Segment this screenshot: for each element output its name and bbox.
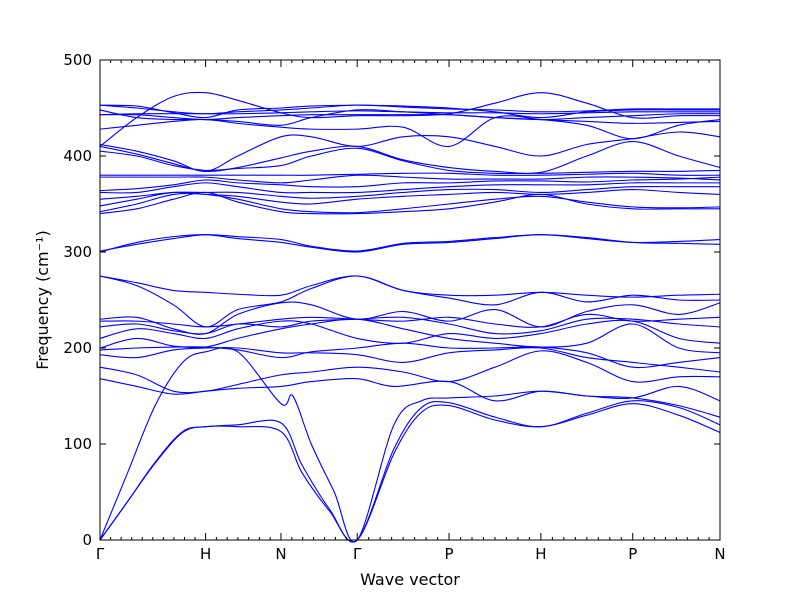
- band-line-23: [99, 174, 721, 184]
- band-line-9: [99, 319, 721, 344]
- band-line-1: [99, 403, 721, 543]
- band-line-8: [99, 318, 721, 354]
- band-line-27: [99, 131, 721, 172]
- band-line-17: [99, 191, 720, 215]
- band-line-3: [99, 347, 721, 543]
- band-line-6: [99, 347, 721, 373]
- band-line-21: [99, 182, 720, 194]
- x-tick-label: N: [714, 545, 725, 563]
- x-axis-label: Wave vector: [360, 570, 460, 589]
- band-line-34: [99, 109, 721, 126]
- band-line-10: [99, 316, 721, 335]
- band-line-31: [99, 110, 720, 116]
- y-tick-label: 200: [63, 339, 92, 357]
- y-axis-ticks: 0 100 200 300 400 500: [63, 51, 720, 549]
- band-line-26: [99, 141, 721, 174]
- band-line-20: [99, 185, 720, 200]
- band-line-7: [99, 342, 721, 369]
- x-tick-label: P: [445, 545, 454, 563]
- band-line-18: [99, 192, 721, 214]
- y-tick-label: 400: [63, 147, 92, 165]
- band-line-29: [99, 91, 721, 147]
- y-tick-label: 100: [63, 435, 92, 453]
- y-tick-label: 0: [82, 531, 92, 549]
- band-line-12: [99, 301, 721, 335]
- x-tick-label: Γ: [96, 545, 105, 563]
- x-tick-label: H: [200, 545, 211, 563]
- y-tick-label: 300: [63, 243, 92, 261]
- band-line-16: [99, 234, 721, 252]
- bands-group: [99, 91, 721, 543]
- x-tick-label: Γ: [353, 545, 362, 563]
- band-line-30: [99, 113, 721, 121]
- band-line-11: [99, 313, 721, 328]
- band-line-2: [99, 400, 721, 543]
- y-axis-label: Frequency (cm⁻¹): [33, 230, 52, 369]
- band-line-24: [100, 172, 721, 176]
- band-line-15: [99, 234, 721, 253]
- y-tick-label: 500: [63, 51, 92, 69]
- band-line-33: [99, 104, 720, 119]
- band-line-14: [99, 275, 721, 298]
- band-line-5: [99, 350, 721, 394]
- x-tick-label: P: [628, 545, 637, 563]
- x-tick-label: H: [535, 545, 546, 563]
- band-line-22: [99, 176, 721, 192]
- x-tick-label: N: [275, 545, 286, 563]
- band-line-19: [99, 189, 721, 207]
- plot-frame: [99, 59, 721, 541]
- band-line-4: [99, 378, 721, 402]
